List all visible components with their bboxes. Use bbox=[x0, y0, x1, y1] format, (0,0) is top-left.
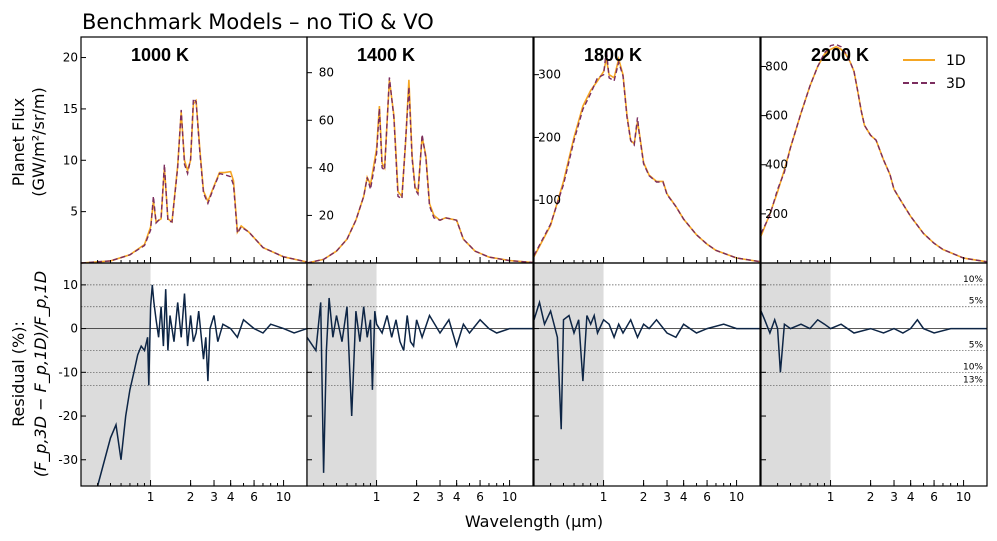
percent-label: 5% bbox=[969, 340, 984, 350]
x-tick-label: 4 bbox=[680, 490, 688, 504]
x-tick-label: 10 bbox=[276, 490, 291, 504]
residual-line bbox=[96, 284, 308, 487]
flux-y-tick-label: 15 bbox=[63, 102, 78, 116]
flux-y-tick-label: 100 bbox=[538, 193, 561, 207]
residual-y-tick-label: -20 bbox=[58, 409, 78, 423]
panel-1: 1000 K 5 10 15 20 10 0 -10 -20 -30 1 2 3 4 6 10 bbox=[58, 36, 308, 504]
flux-3d-line bbox=[306, 77, 534, 264]
x-tick-label: 3 bbox=[210, 490, 218, 504]
x-tick-label: 2 bbox=[187, 490, 195, 504]
flux-y-tick-label: 200 bbox=[765, 207, 788, 221]
residual-line bbox=[760, 310, 987, 373]
panel-title: 1000 K bbox=[131, 45, 189, 65]
percent-label: 10% bbox=[963, 275, 983, 285]
residual-y-tick-label: -30 bbox=[58, 453, 78, 467]
flux-y-tick-label: 60 bbox=[319, 113, 334, 127]
percent-label: 10% bbox=[963, 362, 983, 372]
x-tick-label: 6 bbox=[930, 490, 938, 504]
residual-y-tick-label: -10 bbox=[58, 365, 78, 379]
residual-ylabel: Residual (%): (F_p,3D − F_p,1D)/F_p,1D bbox=[9, 271, 51, 477]
flux-3d-line bbox=[80, 96, 308, 264]
flux-ylabel: Planet Flux (GW/m²/sr/m) bbox=[9, 87, 48, 196]
x-tick-label: 10 bbox=[502, 490, 517, 504]
flux-y-tick-label: 20 bbox=[63, 51, 78, 65]
residual-y-tick-label: 0 bbox=[70, 322, 78, 336]
legend-1d-label: 1D bbox=[946, 53, 966, 69]
flux-3d-line bbox=[760, 43, 988, 263]
flux-y-tick-label: 80 bbox=[319, 66, 334, 80]
panel-2: 1400 K 20 40 60 80 1 2 3 4 6 10 bbox=[306, 36, 534, 504]
shaded-region bbox=[81, 263, 151, 486]
legend: 1D 3D bbox=[903, 53, 966, 92]
x-tick-label: 2 bbox=[413, 490, 421, 504]
percent-label: 5% bbox=[969, 297, 984, 307]
percent-label: 13% bbox=[963, 375, 983, 385]
x-tick-label: 1 bbox=[827, 490, 835, 504]
residual-line bbox=[306, 297, 533, 473]
figure-title: Benchmark Models – no TiO & VO bbox=[82, 10, 434, 34]
legend-3d-label: 3D bbox=[946, 76, 966, 92]
x-axis-label: Wavelength (μm) bbox=[465, 512, 603, 531]
x-tick-label: 3 bbox=[436, 490, 444, 504]
residual-ylabel-line2: (F_p,3D − F_p,1D)/F_p,1D bbox=[31, 271, 51, 477]
panel-title: 1800 K bbox=[584, 45, 642, 65]
x-tick-label: 1 bbox=[600, 490, 608, 504]
flux-3d-line bbox=[533, 49, 761, 263]
flux-y-tick-label: 400 bbox=[765, 158, 788, 172]
residual-frame bbox=[760, 262, 988, 487]
flux-ylabel-line1: Planet Flux bbox=[9, 98, 28, 187]
x-tick-label: 3 bbox=[663, 490, 671, 504]
x-tick-label: 4 bbox=[453, 490, 461, 504]
flux-frame bbox=[306, 36, 534, 264]
x-tick-label: 4 bbox=[907, 490, 915, 504]
x-tick-label: 3 bbox=[890, 490, 898, 504]
residual-line bbox=[533, 299, 760, 430]
residual-y-tick-label: 10 bbox=[63, 278, 78, 292]
residual-ylabel-line1: Residual (%): bbox=[9, 321, 28, 427]
x-tick-label: 2 bbox=[640, 490, 648, 504]
x-tick-label: 2 bbox=[867, 490, 875, 504]
residual-frame bbox=[533, 262, 761, 487]
x-tick-label: 1 bbox=[147, 490, 155, 504]
flux-ylabel-line2: (GW/m²/sr/m) bbox=[29, 87, 48, 196]
flux-frame bbox=[760, 36, 988, 264]
x-tick-label: 6 bbox=[703, 490, 711, 504]
shaded-region bbox=[534, 263, 604, 486]
flux-y-tick-label: 20 bbox=[319, 208, 334, 222]
x-tick-label: 6 bbox=[476, 490, 484, 504]
flux-y-tick-label: 300 bbox=[538, 68, 561, 82]
panel-title: 2200 K bbox=[811, 45, 869, 65]
shaded-region bbox=[761, 263, 831, 486]
panel-3: 1800 K 100 200 300 1 2 3 4 6 10 bbox=[533, 36, 761, 504]
flux-y-tick-label: 5 bbox=[70, 205, 78, 219]
flux-y-tick-label: 800 bbox=[765, 59, 788, 73]
flux-y-tick-label: 40 bbox=[319, 161, 334, 175]
flux-y-tick-label: 200 bbox=[538, 130, 561, 144]
panel-4: 2200 K 200 400 600 800 1 2 3 4 6 10 bbox=[760, 36, 988, 504]
x-tick-label: 6 bbox=[250, 490, 258, 504]
flux-frame bbox=[533, 36, 761, 264]
shaded-region bbox=[307, 263, 377, 486]
panel-title: 1400 K bbox=[357, 45, 415, 65]
flux-frame bbox=[80, 36, 308, 264]
flux-1d-line bbox=[533, 55, 761, 263]
flux-y-tick-label: 10 bbox=[63, 153, 78, 167]
flux-y-tick-label: 600 bbox=[765, 109, 788, 123]
x-tick-label: 10 bbox=[956, 490, 971, 504]
flux-1d-line bbox=[80, 98, 308, 264]
x-tick-label: 1 bbox=[373, 490, 381, 504]
x-tick-label: 4 bbox=[227, 490, 235, 504]
x-tick-label: 10 bbox=[729, 490, 744, 504]
residual-frame bbox=[306, 262, 534, 487]
